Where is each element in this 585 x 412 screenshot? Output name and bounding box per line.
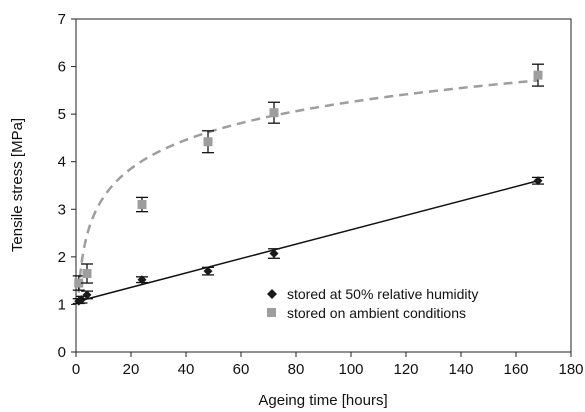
plot-area: 0 20 40 60 80 100 120 140 160 180 0 1 2 3 4 5 6 7 bbox=[58, 11, 584, 378]
y-tick-label: 7 bbox=[58, 11, 66, 28]
x-tick-label: 60 bbox=[233, 361, 250, 378]
y-tick-label: 4 bbox=[58, 154, 66, 171]
data-point-ambient bbox=[533, 70, 543, 80]
legend-marker-humidity bbox=[267, 289, 277, 299]
y-tick-label: 6 bbox=[58, 59, 66, 76]
legend-background bbox=[262, 282, 562, 326]
x-tick-label: 140 bbox=[448, 361, 473, 378]
x-tick-label: 100 bbox=[338, 361, 363, 378]
y-tick-label: 3 bbox=[58, 201, 66, 218]
x-tick-label: 80 bbox=[288, 361, 305, 378]
data-point-humidity bbox=[533, 176, 543, 186]
data-point-humidity bbox=[269, 249, 279, 259]
data-point-humidity bbox=[82, 290, 92, 300]
data-point-ambient bbox=[74, 278, 84, 288]
x-tick-label: 40 bbox=[178, 361, 195, 378]
y-axis-title: Tensile stress [MPa] bbox=[9, 118, 26, 252]
plot-frame bbox=[75, 18, 572, 353]
data-point-humidity bbox=[137, 275, 147, 285]
fit-line-0 bbox=[78, 180, 539, 302]
data-point-ambient bbox=[82, 269, 92, 279]
data-point-ambient bbox=[137, 200, 147, 210]
legend-label-ambient: stored on ambient conditions bbox=[287, 305, 466, 321]
legend: stored at 50% relative humidity stored o… bbox=[262, 282, 562, 326]
data-point-ambient bbox=[269, 108, 279, 118]
data-point-ambient bbox=[203, 137, 213, 147]
y-tick-label: 2 bbox=[58, 249, 66, 266]
y-tick-label: 1 bbox=[58, 296, 66, 313]
legend-label-humidity: stored at 50% relative humidity bbox=[287, 286, 478, 302]
x-axis: 0 20 40 60 80 100 120 140 160 180 bbox=[72, 352, 584, 378]
data-points bbox=[72, 63, 544, 306]
data-point-humidity bbox=[203, 266, 213, 276]
x-tick-label: 180 bbox=[558, 361, 583, 378]
y-tick-label: 0 bbox=[58, 344, 66, 361]
x-tick-label: 120 bbox=[393, 361, 418, 378]
x-tick-label: 160 bbox=[503, 361, 528, 378]
x-tick-label: 20 bbox=[123, 361, 140, 378]
fit-curve-1 bbox=[77, 79, 539, 293]
fit-lines bbox=[77, 79, 539, 302]
x-tick-label: 0 bbox=[72, 361, 80, 378]
legend-marker-ambient bbox=[267, 308, 276, 317]
y-axis: 0 1 2 3 4 5 6 7 bbox=[58, 11, 76, 361]
y-tick-label: 5 bbox=[58, 106, 66, 123]
data-point-humidity bbox=[77, 295, 86, 305]
x-axis-title: Ageing time [hours] bbox=[258, 392, 387, 409]
